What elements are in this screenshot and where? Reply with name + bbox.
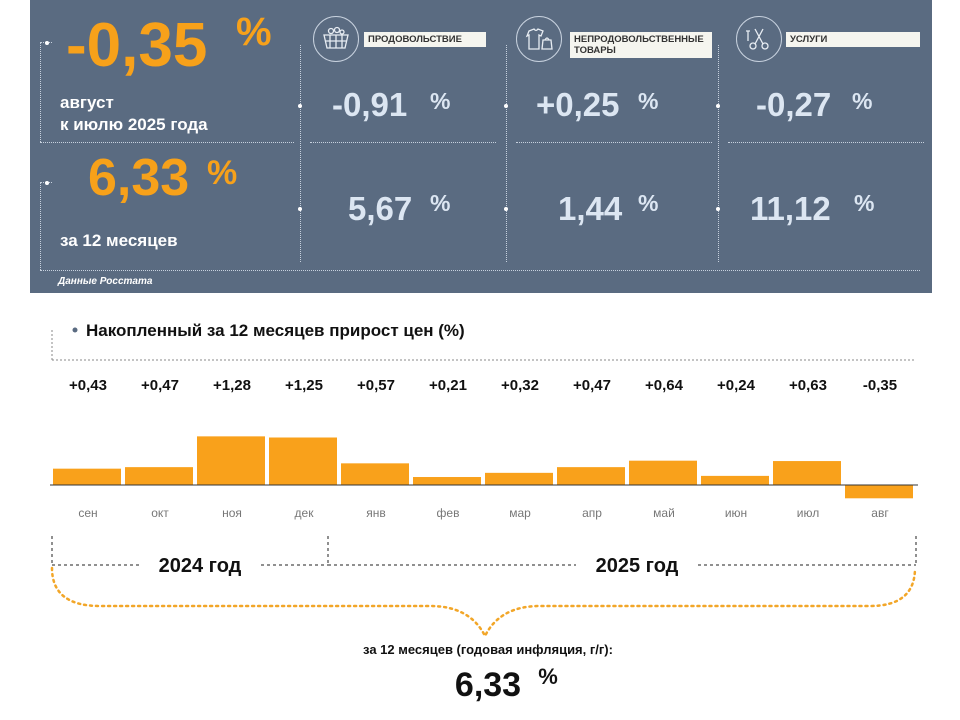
clothing-icon xyxy=(516,16,562,62)
month-label: май xyxy=(653,506,675,520)
month-label: сен xyxy=(78,506,97,520)
bullet-dot xyxy=(298,104,302,108)
value-label: +0,47 xyxy=(573,377,611,394)
nonfood-monthly-value: +0,25 xyxy=(536,86,620,123)
divider xyxy=(516,142,712,143)
year-groups: 2024 год 2025 год xyxy=(51,536,917,577)
data-source-note: Данные Росстата xyxy=(58,276,153,287)
scissors-icon xyxy=(736,16,782,62)
value-label: +1,25 xyxy=(285,377,323,394)
bar-авг xyxy=(845,485,913,499)
bar-июл xyxy=(773,461,841,485)
month-label: фев xyxy=(437,506,460,520)
bar-апр xyxy=(557,467,625,485)
food-monthly-value: -0,91 xyxy=(332,86,408,123)
divider xyxy=(300,45,301,262)
services-annual-value: 11,12 xyxy=(750,190,831,227)
category-label-food: ПРОДОВОЛЬСТВИЕ xyxy=(364,32,486,47)
services-monthly-percent: % xyxy=(852,88,873,114)
value-label: +1,28 xyxy=(213,377,251,394)
nonfood-annual-percent: % xyxy=(638,190,659,216)
value-labels: +0,43 +0,47 +1,28 +1,25 +0,57 +0,21 +0,32 +0,47… xyxy=(69,377,897,394)
bars xyxy=(53,436,913,499)
year-group-label: 2025 год xyxy=(596,555,679,577)
bullet-dot xyxy=(504,104,508,108)
food-monthly-percent: % xyxy=(430,88,451,114)
divider xyxy=(728,142,924,143)
services-monthly-value: -0,27 xyxy=(756,86,832,123)
divider xyxy=(40,270,920,271)
value-label: +0,32 xyxy=(501,377,539,394)
dotted-brace xyxy=(50,566,917,639)
divider xyxy=(310,142,496,143)
bullet-dot xyxy=(72,327,78,333)
bullet-dot xyxy=(298,207,302,211)
chart-header: Накопленный за 12 месяцев прирост цен (%… xyxy=(51,321,915,361)
bar-окт xyxy=(125,467,193,485)
divider xyxy=(718,45,719,262)
food-annual-percent: % xyxy=(430,190,451,216)
bar-сен xyxy=(53,468,121,485)
value-label: +0,63 xyxy=(789,377,827,394)
bar-янв xyxy=(341,463,409,485)
category-label-services: УСЛУГИ xyxy=(786,32,920,47)
month-labels: сен окт ноя дек янв фев мар апр май июн июл авг xyxy=(78,506,889,520)
month-label: дек xyxy=(295,506,315,520)
footer-caption: за 12 месяцев (годовая инфляция, г/г): xyxy=(363,642,613,657)
value-label: +0,64 xyxy=(645,377,684,394)
month-label: окт xyxy=(151,506,169,520)
month-label: апр xyxy=(582,506,602,520)
monthly-caption-line2: к июлю 2025 года xyxy=(60,115,208,134)
bullet-dot xyxy=(716,104,720,108)
value-label: +0,43 xyxy=(69,377,107,394)
annual-inflation-value: 6,33 xyxy=(88,149,190,207)
monthly-percent-sign: % xyxy=(236,10,272,54)
month-label: июл xyxy=(797,506,819,520)
chart-title: Накопленный за 12 месяцев прирост цен (%… xyxy=(86,321,465,340)
value-label: +0,21 xyxy=(429,377,467,394)
value-label: -0,35 xyxy=(863,377,897,394)
divider xyxy=(40,182,41,270)
food-annual-value: 5,67 xyxy=(348,190,413,227)
divider xyxy=(40,42,41,142)
bar-июн xyxy=(701,475,769,485)
bar-дек xyxy=(269,437,337,485)
monthly-inflation-value: -0,35 xyxy=(66,11,208,80)
inflation-summary-panel: -0,35 % август к июлю 2025 года 6,33 % з… xyxy=(30,0,932,293)
month-label: июн xyxy=(725,506,747,520)
monthly-caption-line1: август xyxy=(60,93,114,112)
bar-май xyxy=(629,460,697,485)
nonfood-monthly-percent: % xyxy=(638,88,659,114)
bar-фев xyxy=(413,477,481,485)
bar-мар xyxy=(485,472,553,485)
bullet-dot xyxy=(45,41,49,45)
bullet-dot xyxy=(716,207,720,211)
bullet-dot xyxy=(504,207,508,211)
divider xyxy=(40,142,294,143)
value-label: +0,47 xyxy=(141,377,179,394)
annual-caption: за 12 месяцев xyxy=(60,231,178,250)
footer-annual-value: 6,33 xyxy=(455,666,521,704)
nonfood-annual-value: 1,44 xyxy=(558,190,623,227)
value-label: +0,57 xyxy=(357,377,395,394)
month-label: авг xyxy=(871,506,889,520)
category-label-nonfood: НЕПРОДОВОЛЬСТВЕННЫЕ ТОВАРЫ xyxy=(570,32,712,58)
services-annual-percent: % xyxy=(854,190,875,216)
annual-percent-sign: % xyxy=(207,154,238,192)
food-basket-icon xyxy=(313,16,359,62)
month-label: мар xyxy=(509,506,531,520)
footer-percent-sign: % xyxy=(538,664,558,689)
bullet-dot xyxy=(45,181,49,185)
bar-ноя xyxy=(197,436,265,485)
value-label: +0,24 xyxy=(717,377,756,394)
monthly-inflation-bar-chart: Накопленный за 12 месяцев прирост цен (%… xyxy=(50,321,918,704)
month-label: янв xyxy=(366,506,386,520)
divider xyxy=(506,45,507,262)
month-label: ноя xyxy=(222,506,242,520)
year-group-label: 2024 год xyxy=(159,555,242,577)
